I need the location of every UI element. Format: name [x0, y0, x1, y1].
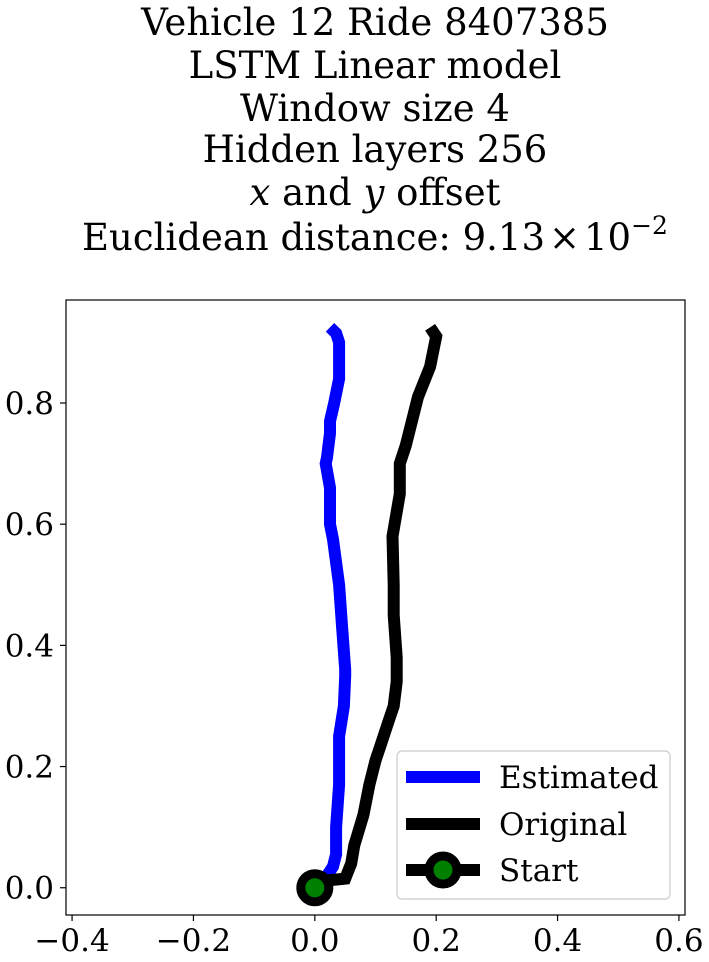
y-tick-label: 0.4 — [5, 628, 54, 664]
title-distance-mantissa: 9.13 — [463, 216, 545, 259]
title-line-6: Euclidean distance: 9.13 × 10−2 — [82, 211, 668, 259]
legend-label: Original — [499, 807, 627, 843]
title-times: × — [549, 216, 580, 259]
legend-label: Estimated — [499, 760, 658, 796]
start-marker — [296, 869, 334, 907]
y-tick-label: 0.8 — [5, 386, 54, 422]
title-and-word: and — [270, 171, 363, 214]
x-tick-label: −0.4 — [34, 923, 109, 959]
title-x-var: x — [250, 171, 271, 214]
y-tick-label: 0.6 — [5, 507, 54, 543]
y-tick-label: 0.2 — [5, 750, 54, 786]
legend: Estimated Original Start — [396, 750, 671, 900]
series-line-estimated — [310, 323, 352, 892]
chart-title: Vehicle 12 Ride 8407385 LSTM Linear mode… — [82, 1, 668, 259]
series-line-original — [311, 323, 443, 893]
title-distance-exponent: −2 — [631, 211, 668, 240]
legend-start-marker — [424, 851, 462, 889]
title-offset-word: offset — [384, 171, 500, 214]
x-tick-label: 0.6 — [654, 923, 703, 959]
legend-label: Start — [499, 853, 579, 889]
axes-frame — [65, 299, 686, 916]
x-tick-label: 0.0 — [290, 923, 339, 959]
title-distance-prefix: Euclidean distance: — [82, 216, 463, 259]
axis-ticks: −0.4 −0.2 0.0 0.2 0.4 0.6 0.0 0.2 0.4 0.6 0.8 — [5, 386, 704, 959]
title-line-5: x and y offset — [250, 171, 501, 214]
title-line-2: LSTM Linear model — [189, 44, 562, 87]
plot-area — [65, 299, 686, 916]
x-tick-label: 0.2 — [412, 923, 461, 959]
x-tick-label: 0.4 — [533, 923, 582, 959]
legend-box — [396, 750, 671, 900]
y-tick-label: 0.0 — [5, 871, 54, 907]
title-y-var: y — [362, 171, 386, 214]
title-line-3: Window size 4 — [240, 87, 510, 130]
x-tick-label: −0.2 — [156, 923, 231, 959]
title-line-1: Vehicle 12 Ride 8407385 — [140, 1, 609, 44]
title-distance-base: 10 — [584, 216, 631, 259]
title-line-4: Hidden layers 256 — [203, 128, 548, 171]
